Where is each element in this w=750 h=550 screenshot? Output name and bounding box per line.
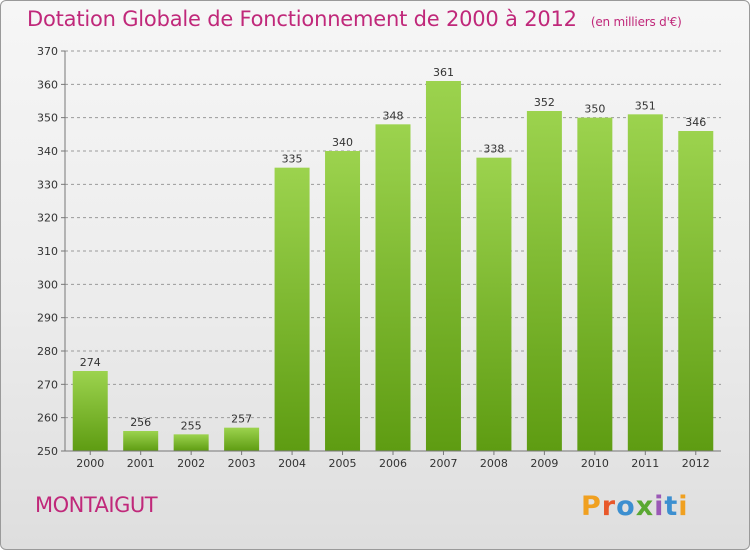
x-tick-label-2001: 2001 — [127, 457, 155, 470]
x-tick-label-2012: 2012 — [682, 457, 710, 470]
bar-2002 — [173, 434, 209, 451]
logo-letter: P — [581, 491, 602, 522]
data-label-2010: 350 — [584, 103, 605, 116]
data-label-2003: 257 — [231, 413, 252, 426]
y-tick-label: 260 — [37, 412, 58, 425]
bar-2006 — [375, 124, 411, 451]
x-tick-label-2008: 2008 — [480, 457, 508, 470]
y-tick-label: 330 — [37, 178, 58, 191]
y-tick-label: 360 — [37, 78, 58, 91]
x-tick-label-2004: 2004 — [278, 457, 306, 470]
logo-letter: o — [616, 491, 636, 522]
data-label-2006: 348 — [383, 109, 404, 122]
logo-letter: r — [601, 491, 617, 522]
chart-subtitle: (en milliers d'€) — [590, 15, 682, 29]
bar-2001 — [123, 431, 159, 451]
y-tick-label: 320 — [37, 212, 58, 225]
y-tick-label: 350 — [37, 112, 58, 125]
x-tick-label-2010: 2010 — [581, 457, 609, 470]
bar-2004 — [274, 167, 310, 451]
data-label-2011: 351 — [635, 99, 656, 112]
bar-2005 — [325, 151, 361, 451]
x-tick-label-2009: 2009 — [530, 457, 558, 470]
data-label-2000: 274 — [80, 356, 101, 369]
logo-letter: i — [678, 491, 689, 522]
y-tick-label: 250 — [37, 445, 58, 458]
y-tick-label: 300 — [37, 278, 58, 291]
chart-title: Dotation Globale de Fonctionnement de 20… — [27, 7, 682, 31]
bar-2010 — [577, 117, 613, 452]
bar-2011 — [627, 114, 663, 451]
bar-2012 — [678, 131, 714, 451]
y-tick-label: 370 — [37, 45, 58, 58]
logo-letter: i — [654, 491, 665, 522]
commune-name: MONTAIGUT — [35, 493, 158, 517]
data-label-2004: 335 — [282, 153, 303, 166]
logo-letter: x — [635, 491, 655, 522]
data-label-2001: 256 — [130, 416, 151, 429]
y-tick-label: 270 — [37, 378, 58, 391]
data-label-2007: 361 — [433, 66, 454, 79]
x-tick-label-2005: 2005 — [329, 457, 357, 470]
chart-title-text: Dotation Globale de Fonctionnement de 20… — [27, 7, 577, 31]
bar-2007 — [425, 81, 461, 451]
x-tick-label-2003: 2003 — [228, 457, 256, 470]
data-label-2008: 338 — [483, 143, 504, 156]
y-tick-label: 290 — [37, 312, 58, 325]
data-label-2005: 340 — [332, 136, 353, 149]
logo-letter: t — [664, 491, 679, 522]
y-tick-label: 340 — [37, 145, 58, 158]
x-tick-label-2006: 2006 — [379, 457, 407, 470]
x-tick-label-2011: 2011 — [631, 457, 659, 470]
bar-2003 — [224, 427, 260, 451]
bar-2000 — [72, 371, 108, 451]
bar-2009 — [526, 111, 562, 451]
bar-2008 — [476, 157, 512, 451]
data-label-2012: 346 — [685, 116, 706, 129]
proxiti-logo: Proxiti — [581, 491, 689, 522]
y-tick-label: 280 — [37, 345, 58, 358]
y-tick-label: 310 — [37, 245, 58, 258]
data-label-2009: 352 — [534, 96, 555, 109]
x-tick-label-2007: 2007 — [429, 457, 457, 470]
x-tick-label-2002: 2002 — [177, 457, 205, 470]
data-label-2002: 255 — [181, 419, 202, 432]
x-tick-label-2000: 2000 — [76, 457, 104, 470]
